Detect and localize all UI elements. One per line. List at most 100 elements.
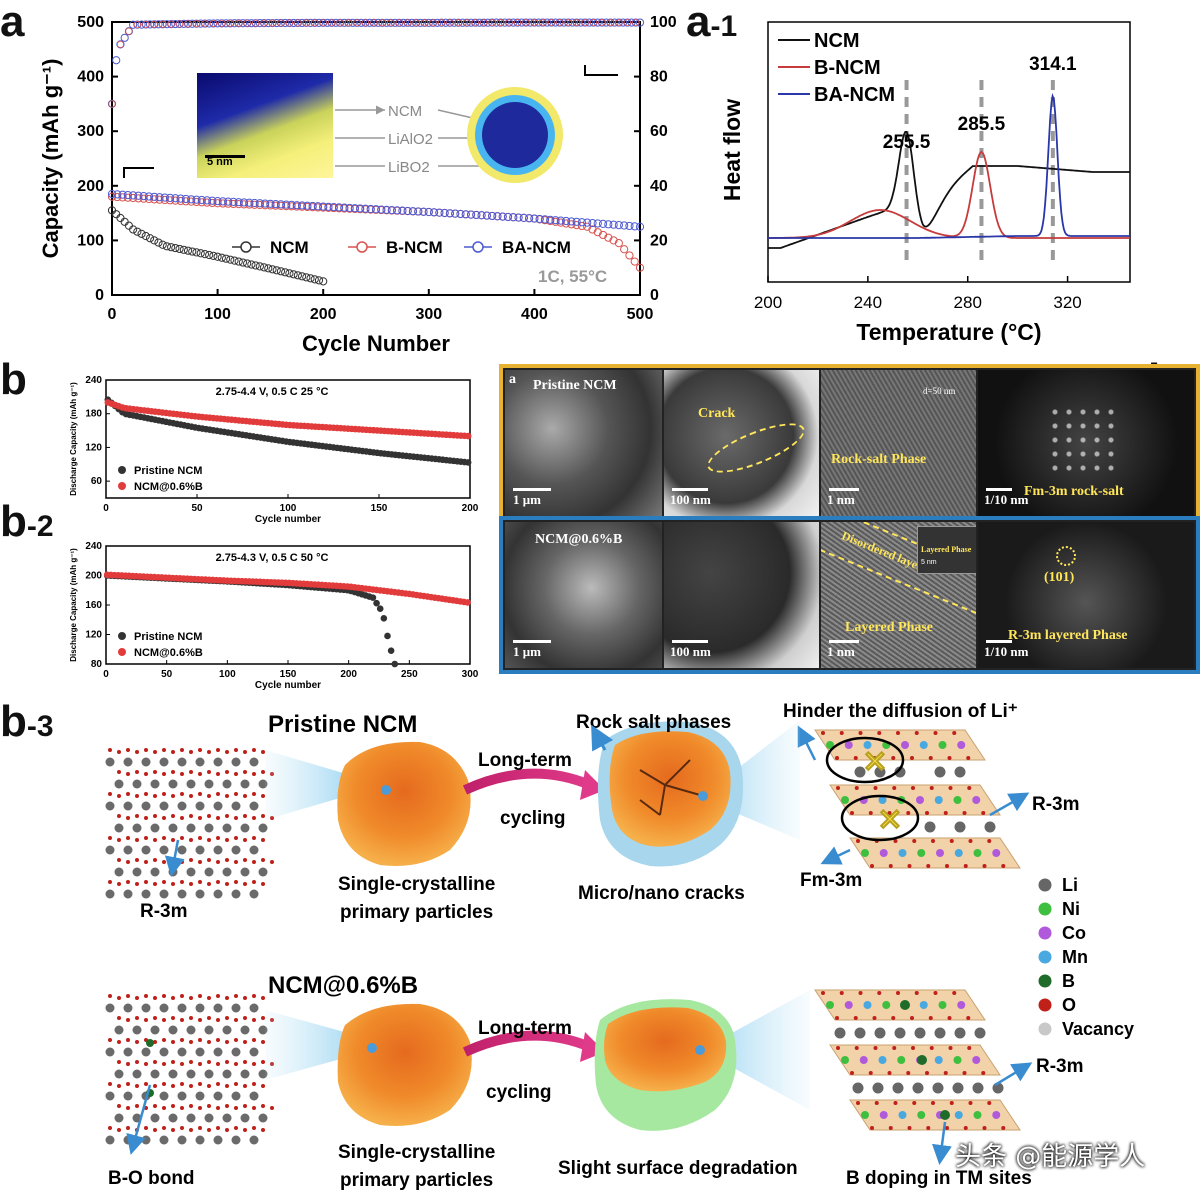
tm-atom bbox=[953, 1056, 962, 1064]
data-point bbox=[540, 215, 550, 224]
data-point bbox=[589, 18, 598, 27]
atom-o bbox=[126, 1082, 130, 1086]
atom-o bbox=[180, 792, 184, 796]
atom-o bbox=[216, 1018, 220, 1022]
atom-o bbox=[135, 794, 139, 798]
data-point bbox=[403, 206, 412, 216]
curve-ba-ncm bbox=[768, 92, 1130, 239]
atom-li bbox=[222, 1025, 232, 1035]
atom-o bbox=[144, 748, 148, 752]
x-tick-label: 150 bbox=[371, 503, 388, 514]
atom-o bbox=[153, 1084, 157, 1088]
arrow-top-left bbox=[797, 725, 817, 761]
atom-o bbox=[216, 1038, 220, 1042]
atom-o bbox=[207, 1040, 211, 1044]
atom-o bbox=[153, 858, 157, 862]
atom-o bbox=[180, 816, 184, 820]
tm-atom bbox=[826, 1001, 834, 1009]
hrtem-inset-scale: 5 nm bbox=[921, 559, 937, 566]
atom-o bbox=[853, 1016, 858, 1020]
data-point bbox=[382, 18, 391, 27]
atom-o bbox=[243, 838, 247, 842]
atom-o bbox=[180, 748, 184, 752]
atom-li bbox=[141, 1135, 151, 1145]
atom-li bbox=[222, 867, 232, 877]
beam-bottom-left bbox=[265, 1010, 355, 1080]
atom-li bbox=[258, 823, 268, 833]
y-tick-label: 100 bbox=[77, 232, 104, 249]
data-point bbox=[556, 216, 565, 225]
inset-tem-image: 5 nm bbox=[197, 73, 333, 178]
atom-o bbox=[243, 1128, 247, 1132]
x-tick-label: 200 bbox=[340, 669, 357, 680]
atom-o bbox=[135, 882, 139, 886]
data-point bbox=[454, 18, 463, 27]
atom-o bbox=[171, 1060, 175, 1064]
data-point bbox=[348, 18, 357, 27]
atom-o bbox=[928, 756, 933, 760]
tm-atom bbox=[863, 741, 872, 749]
atom-o bbox=[850, 1071, 854, 1075]
atom-o bbox=[117, 814, 121, 818]
y-tick-label: 200 bbox=[77, 178, 104, 195]
data-point bbox=[428, 18, 438, 27]
data-point bbox=[466, 210, 476, 219]
atom-o bbox=[261, 858, 265, 862]
atom-o bbox=[968, 839, 973, 843]
data-point bbox=[255, 262, 264, 271]
atom-o bbox=[868, 811, 873, 815]
data-point bbox=[493, 212, 502, 221]
atom-o bbox=[126, 1038, 130, 1042]
atom-o bbox=[207, 814, 211, 818]
data-point bbox=[205, 250, 214, 260]
data-point bbox=[424, 18, 433, 27]
atom-li bbox=[168, 1025, 178, 1035]
atom-o bbox=[952, 731, 957, 735]
atom-li bbox=[240, 1069, 250, 1079]
chart-title: 2.75-4.4 V, 0.5 C 25 °C bbox=[216, 386, 329, 398]
atom-o bbox=[243, 1016, 247, 1020]
atom-li bbox=[231, 801, 241, 811]
series-ce-red bbox=[108, 18, 640, 108]
atom-li bbox=[874, 766, 886, 778]
atom-o bbox=[261, 1084, 265, 1088]
data-point bbox=[464, 432, 472, 440]
atom-o bbox=[126, 748, 130, 752]
fft-101-label: (101) bbox=[1044, 570, 1075, 585]
data-point bbox=[573, 18, 581, 27]
atom-o bbox=[261, 1104, 265, 1108]
data-point bbox=[179, 245, 188, 254]
atom-o bbox=[839, 731, 844, 735]
data-point bbox=[593, 219, 602, 228]
data-point bbox=[547, 18, 555, 27]
data-point bbox=[260, 19, 268, 27]
atom-o bbox=[216, 836, 220, 840]
data-point bbox=[129, 191, 138, 200]
legend-marker bbox=[118, 466, 126, 474]
atom-o bbox=[144, 772, 148, 776]
atom-li bbox=[240, 1025, 250, 1035]
data-point bbox=[357, 18, 366, 27]
data-point bbox=[310, 275, 319, 284]
tm-atom bbox=[878, 1056, 887, 1064]
b-doping-caption: B doping in TM sites bbox=[846, 1168, 1032, 1189]
data-point bbox=[208, 196, 217, 205]
atom-li bbox=[159, 845, 169, 855]
atom-o bbox=[907, 864, 912, 868]
x-axis-title: Cycle number bbox=[255, 680, 321, 691]
data-point bbox=[505, 19, 513, 27]
data-point bbox=[139, 192, 148, 201]
atom-o bbox=[906, 1071, 911, 1075]
atom-o bbox=[252, 816, 256, 820]
data-point bbox=[192, 195, 201, 204]
atom-o bbox=[207, 1084, 211, 1088]
data-point bbox=[414, 207, 423, 216]
atom-li bbox=[186, 823, 196, 833]
atom-o bbox=[907, 1126, 912, 1130]
atom-li bbox=[204, 867, 214, 877]
atom-o bbox=[207, 996, 211, 1000]
atom-li bbox=[105, 845, 115, 855]
atom-o bbox=[962, 1071, 967, 1075]
data-point bbox=[167, 243, 176, 252]
atom-o bbox=[144, 994, 148, 998]
